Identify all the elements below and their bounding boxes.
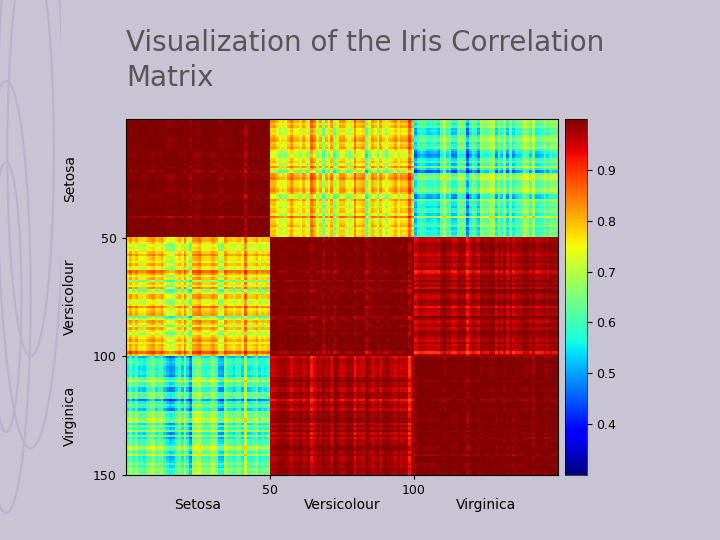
Text: Setosa: Setosa xyxy=(174,498,222,512)
Text: Versicolour: Versicolour xyxy=(63,259,77,335)
Text: Virginica: Virginica xyxy=(63,386,77,446)
Text: Visualization of the Iris Correlation
Matrix: Visualization of the Iris Correlation Ma… xyxy=(126,29,604,92)
Text: Versicolour: Versicolour xyxy=(304,498,380,512)
Text: Setosa: Setosa xyxy=(63,154,77,202)
Text: Virginica: Virginica xyxy=(456,498,516,512)
